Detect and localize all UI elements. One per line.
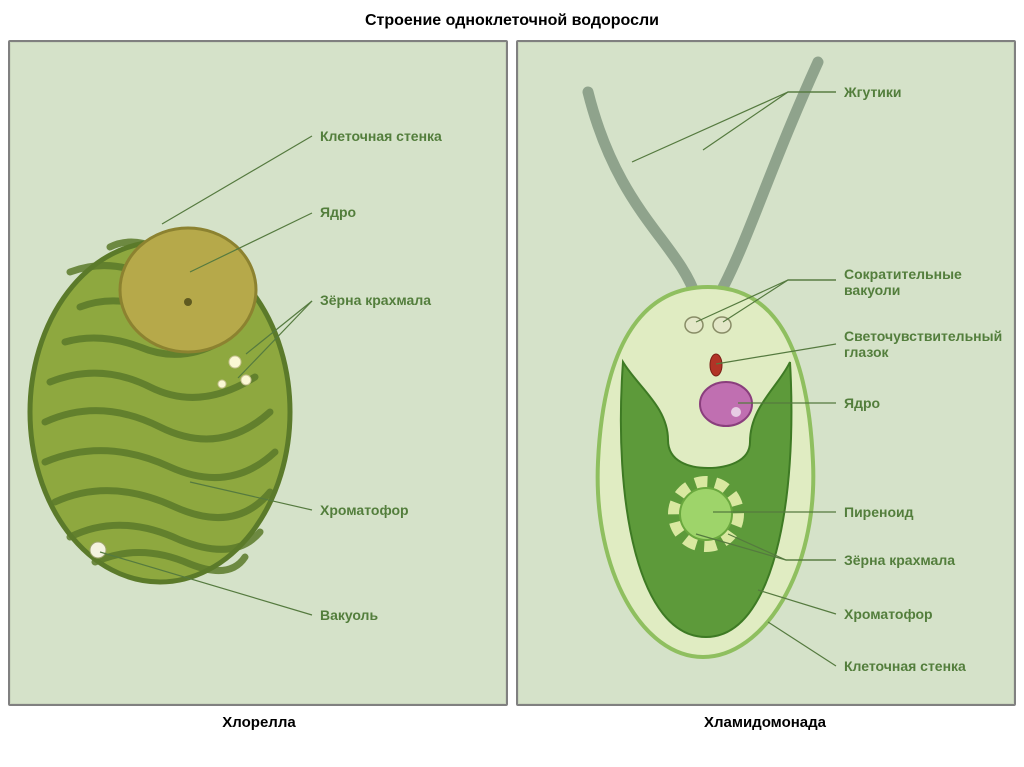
caption-chlorella: Хлорелла <box>10 706 508 731</box>
label-cell-wall: Клеточная стенка <box>320 128 442 144</box>
chlam-nucleolus <box>731 407 741 417</box>
label-cell-wall-r: Клеточная стенка <box>844 658 966 674</box>
label-vacuole: Вакуоль <box>320 607 378 623</box>
label-starch: Зёрна крахмала <box>320 292 431 308</box>
chlam-eyespot <box>710 354 722 376</box>
label-nucleus: Ядро <box>320 204 356 220</box>
chlorella-vacuole <box>90 542 106 558</box>
panel-chlamydomonas: Жгутики Сократительныевакуоли Светочувст… <box>516 40 1016 706</box>
label-eyespot: Светочувствительныйглазок <box>844 328 1002 360</box>
chlam-svg <box>518 42 1016 704</box>
panels-row: Клеточная стенка Ядро Зёрна крахмала Хро… <box>0 40 1024 706</box>
label-flagella: Жгутики <box>844 84 902 100</box>
label-starch-r: Зёрна крахмала <box>844 552 955 568</box>
label-chromato: Хроматофор <box>320 502 409 518</box>
caption-row: Хлорелла Хламидомонада <box>0 706 1024 731</box>
chlorella-nucleus <box>120 228 256 352</box>
page-title: Строение одноклеточной водоросли <box>0 0 1024 40</box>
chlam-flagella <box>588 62 818 297</box>
chlorella-nucleolus <box>184 298 192 306</box>
label-chromato-r: Хроматофор <box>844 606 933 622</box>
label-nucleus-r: Ядро <box>844 395 880 411</box>
chlam-nucleus <box>700 382 752 426</box>
panel-chlorella: Клеточная стенка Ядро Зёрна крахмала Хро… <box>8 40 508 706</box>
label-pyrenoid: Пиреноид <box>844 504 914 520</box>
label-contractile: Сократительныевакуоли <box>844 266 962 298</box>
caption-chlamydomonas: Хламидомонада <box>516 706 1014 731</box>
chlam-contractile-2 <box>713 317 731 333</box>
